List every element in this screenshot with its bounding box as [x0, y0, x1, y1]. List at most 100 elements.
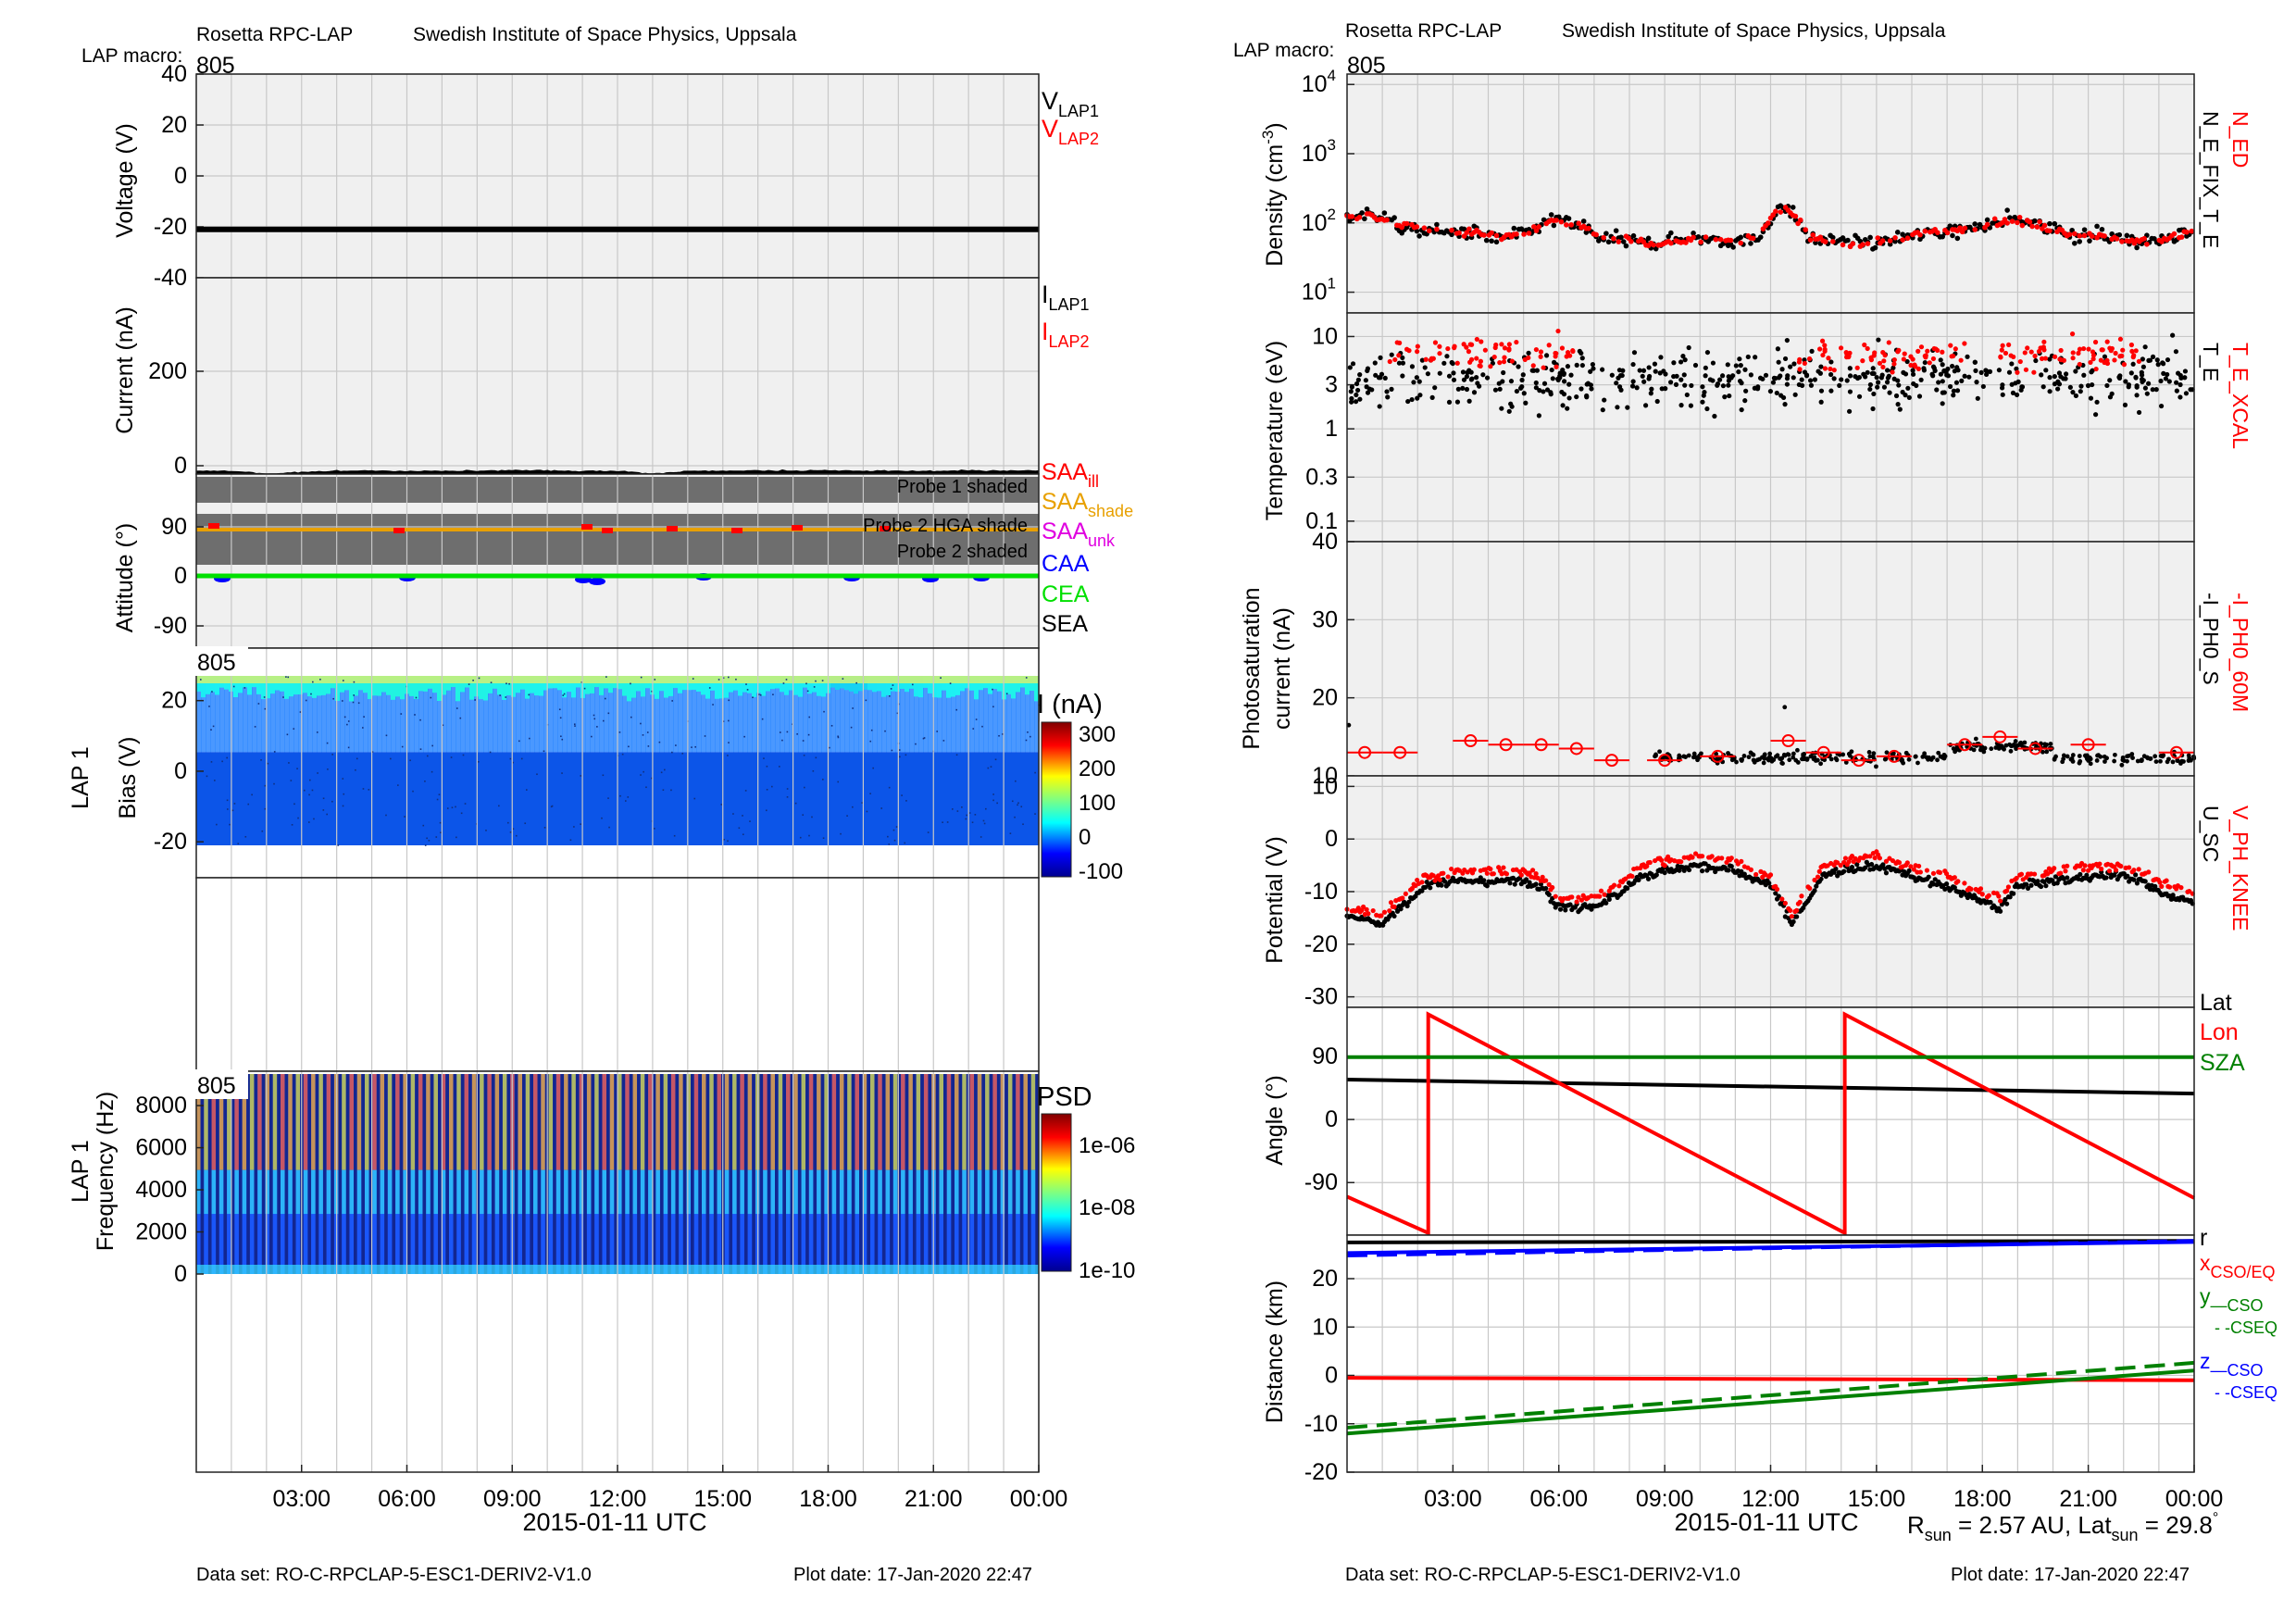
sweep-col-lower-135: [821, 752, 827, 845]
spectrum-stripe-top-88: [870, 1074, 875, 1170]
temperature-te-pt-402: [1614, 381, 1619, 386]
spectrum-stripe-low-98: [946, 1214, 952, 1274]
temperature-te-pt-168: [1730, 373, 1736, 379]
temperature-xcal-pt-182: [2100, 347, 2105, 353]
spectrum-gap-105: [1004, 1074, 1008, 1274]
temperature-te-pt-11: [1906, 394, 1912, 401]
sweep-dot-285: [766, 809, 767, 812]
spectrum-stripe-mid-64: [686, 1169, 692, 1215]
sweep-col-upper-103: [673, 676, 679, 753]
sweep-dot-153: [647, 745, 650, 747]
sweep-dot-336: [749, 820, 751, 822]
sweep-col-lower-72: [530, 752, 535, 845]
potential-knee-pt-279: [1799, 893, 1804, 899]
potential-knee-pt-193: [1659, 857, 1665, 863]
temperature-te-pt-55: [1363, 378, 1368, 383]
potential-knee-pt-186: [1647, 859, 1653, 866]
current-ytick-0: 0: [174, 453, 187, 479]
photosat-s-pt-318: [1653, 753, 1658, 758]
sweep-col-upper-10: [243, 676, 248, 753]
header-institute-left: Swedish Institute of Space Physics, Upps…: [413, 24, 797, 45]
spectrum-ylabel-2: Frequency (Hz): [93, 1092, 119, 1251]
potential-usc-pt-483: [2131, 877, 2137, 882]
sweep-col-upper-130: [798, 676, 804, 753]
spectrum-stripe-low-97: [939, 1214, 944, 1274]
density-nefix-pt-310: [2116, 231, 2123, 238]
sweep-col-lower-160: [937, 752, 942, 845]
temperature-te-pt-300: [1945, 366, 1951, 372]
temperature-te-pt-157: [1876, 337, 1881, 343]
temperature-te-pt-450: [1775, 346, 1781, 352]
sweep-dot-10: [992, 793, 994, 795]
potential-knee-pt-23: [1381, 909, 1388, 915]
temperature-te-pt-340: [2061, 376, 2066, 381]
sweep-dot-60: [543, 750, 545, 753]
spectrum-stripe-low-85: [847, 1214, 852, 1274]
temperature-te-pt-239: [1980, 383, 1986, 390]
sweep-dot-379: [326, 813, 328, 816]
angle-legend-lon: Lon: [2200, 1019, 2239, 1045]
density-ned-pt-260: [1991, 216, 1998, 222]
temperature-te-pt-369: [1707, 377, 1714, 382]
spectrum-stripe-mid-37: [480, 1169, 484, 1215]
photosat-s-pt-100: [2158, 758, 2163, 764]
spectrum-stripe-low-36: [471, 1214, 477, 1274]
density-nefix-pt-60: [1493, 239, 1500, 245]
temperature-xcal-pt-163: [1891, 361, 1897, 367]
sweep-dot-162: [200, 679, 202, 681]
sweep-col-upper-66: [502, 676, 507, 753]
density-ned-pt-154: [1728, 237, 1734, 244]
spectrum-stripe-low-66: [702, 1214, 706, 1274]
current-legend-lap1: ILAP1: [1042, 281, 1090, 314]
sweep-col-lower-167: [969, 752, 975, 845]
temperature-te-pt-197: [2073, 393, 2078, 399]
sweep-dot-199: [505, 696, 507, 698]
photosat-s-pt-150: [1804, 757, 1810, 762]
spectrum-gap-87: [867, 1074, 870, 1274]
temperature-te-pt-214: [1497, 386, 1503, 392]
sweep-col-upper-25: [312, 676, 318, 753]
temperature-te-pt-500: [1722, 394, 1728, 400]
sweep-dot-260: [640, 676, 643, 679]
temperature-te-pt-25: [2000, 392, 2005, 397]
temperature-te-pt-62: [1951, 393, 1956, 398]
temperature-te-pt-292: [1803, 373, 1810, 379]
photosat-s-pt-306: [2148, 756, 2153, 761]
spectrum-gap-6: [246, 1074, 250, 1274]
sweep-dot-92: [536, 773, 538, 776]
sweep-col-top-156: [918, 676, 924, 698]
sweep-col-top-20: [289, 676, 294, 697]
sweep-col-lower-11: [247, 752, 253, 845]
temperature-te-pt-356: [1782, 356, 1789, 362]
spectrum-stripe-low-104: [992, 1214, 997, 1274]
sweep-col-upper-11: [247, 676, 253, 753]
sweep-dot-147: [583, 687, 586, 690]
temperature-te-pt-411: [1839, 377, 1844, 382]
photosat-s-pt-231: [2166, 756, 2171, 762]
sweep-col-upper-62: [483, 676, 489, 753]
density-ytick-10000: 104: [1302, 67, 1336, 97]
temperature-xcal-pt-178: [1940, 349, 1945, 355]
temperature-xcal-pt-103: [1844, 355, 1850, 360]
sweep-col-lower-180: [1029, 752, 1035, 845]
spectrum-gap-102: [981, 1074, 986, 1274]
density-ned-pt-76: [1533, 228, 1540, 233]
spectrum-stripe-mid-92: [901, 1169, 905, 1215]
temperature-te-pt-508: [1365, 368, 1370, 374]
potential-knee-pt-390: [1979, 892, 1985, 897]
temperature-te-pt-472: [2188, 387, 2193, 393]
sweep-dot-52: [319, 678, 321, 681]
sweep-dot-83: [786, 731, 789, 733]
temperature-xcal-pt-112: [1872, 350, 1878, 356]
spectrum-gap-35: [468, 1074, 472, 1274]
sweep-col-lower-121: [756, 752, 762, 845]
temperature-te-pt-264: [2142, 385, 2149, 391]
temperature-xcal-pt-130: [1948, 343, 1953, 348]
temperature-te-pt-404: [2122, 402, 2128, 407]
sweep-dot-257: [807, 733, 810, 736]
temperature-te-pt-164: [2123, 379, 2128, 384]
potential-knee-pt-321: [1867, 854, 1873, 859]
spectrum-stripe-low-39: [494, 1214, 500, 1274]
density-ned-pt-33: [1427, 228, 1432, 234]
temperature-te-pt-436: [2090, 381, 2095, 388]
